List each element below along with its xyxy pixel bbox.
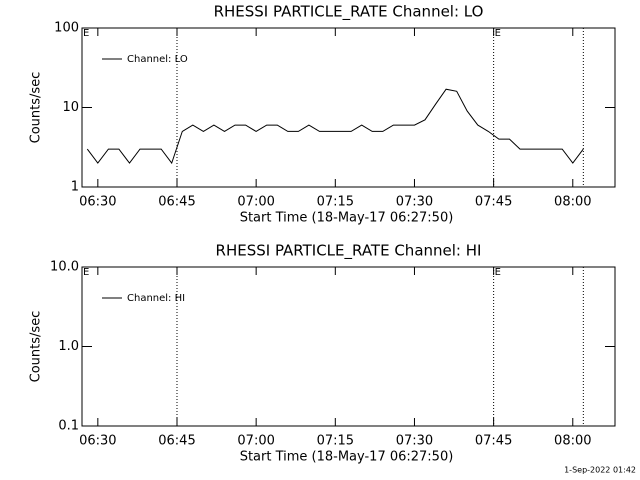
y-tick-label: 10 <box>62 100 79 115</box>
x-tick-label: 07:45 <box>475 195 512 210</box>
x-tick-label: 08:00 <box>554 195 591 210</box>
x-tick-label: 07:45 <box>475 434 512 449</box>
legend-label: Channel: HI <box>127 293 185 304</box>
x-tick-label: 08:00 <box>554 434 591 449</box>
y-axis-label: Counts/sec <box>29 311 44 383</box>
x-tick-label: 06:30 <box>79 434 116 449</box>
x-tick-label: 06:45 <box>158 195 195 210</box>
chart-title: RHESSI PARTICLE_RATE Channel: LO <box>214 3 484 22</box>
x-axis-label: Start Time (18-May-17 06:27:50) <box>240 450 454 465</box>
x-axis-label: Start Time (18-May-17 06:27:50) <box>240 211 454 226</box>
x-tick-label: 07:00 <box>237 434 274 449</box>
x-tick-label: 07:15 <box>317 195 354 210</box>
series-line <box>86 88 584 165</box>
y-tick-label: 1.0 <box>58 339 79 354</box>
chart-title: RHESSI PARTICLE_RATE Channel: HI <box>216 242 482 261</box>
annotation: E <box>83 28 89 39</box>
legend-label: Channel: LO <box>127 54 188 65</box>
x-tick-label: 07:15 <box>317 434 354 449</box>
x-tick-label: 07:00 <box>237 195 274 210</box>
annotation: E <box>495 267 501 278</box>
footer: 1-Sep-2022 01:42 <box>564 466 636 475</box>
x-tick-label: 07:30 <box>396 434 433 449</box>
y-tick-label: 0.1 <box>58 419 79 434</box>
y-tick-label: 1 <box>71 180 79 195</box>
x-tick-label: 06:45 <box>158 434 195 449</box>
y-axis-label: Counts/sec <box>29 72 44 144</box>
x-tick-label: 06:30 <box>79 195 116 210</box>
annotation: E <box>83 267 89 278</box>
annotation: E <box>495 28 501 39</box>
y-tick-label: 100 <box>54 21 79 36</box>
x-tick-label: 07:30 <box>396 195 433 210</box>
y-tick-label: 10.0 <box>50 260 79 275</box>
